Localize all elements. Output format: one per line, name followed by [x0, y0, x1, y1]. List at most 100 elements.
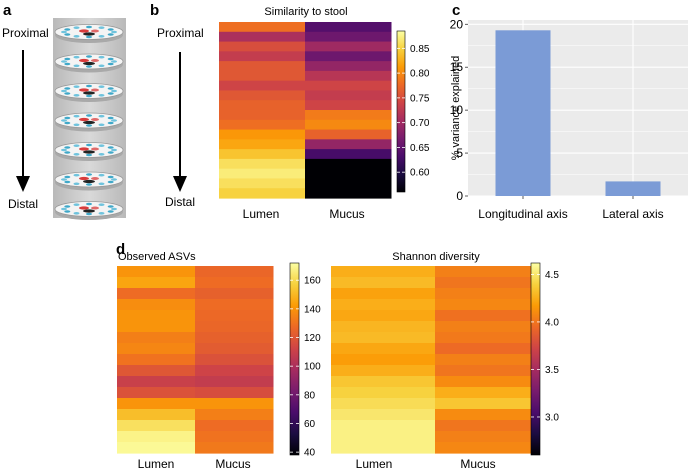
colon-disc-surface	[54, 53, 124, 70]
heatmap-cell	[195, 442, 274, 454]
heatmap-cell	[331, 332, 436, 344]
colon-disc-lumen-red	[91, 118, 99, 121]
panel-b-arrow-head	[173, 176, 187, 192]
heatmap-cell	[305, 139, 392, 150]
heatmap-cell	[117, 321, 196, 333]
colon-disc-lumen-red	[91, 59, 99, 62]
colon-disc-crypt	[98, 212, 105, 215]
y-axis-label: % variance explained	[450, 56, 462, 161]
heatmap-cell	[219, 119, 306, 131]
heatmap-cell	[219, 41, 306, 52]
colorbar-tick-label: 40	[304, 448, 316, 459]
colorbar-ramp	[530, 262, 541, 456]
colon-disc-lumen-red	[91, 206, 99, 210]
heatmap-cell	[435, 321, 540, 333]
heatmap-b-title: Similarity to stool	[264, 6, 347, 18]
colorbar-tick-label: 0.60	[410, 168, 430, 179]
colon-disc-lumen-red	[91, 29, 99, 33]
heatmap-cell	[219, 178, 306, 189]
heatmap-cell	[435, 310, 540, 322]
colon-disc-crypt	[73, 212, 80, 215]
colon-disc-crypt	[61, 30, 67, 34]
colon-disc-lumen-red	[79, 206, 89, 210]
colon-disc-crypt	[98, 114, 105, 118]
colon-disc-crypt	[111, 207, 117, 211]
colon-disc-crypt	[86, 183, 92, 186]
colon-disc-lumen-red	[79, 58, 89, 63]
heatmap-cell	[117, 376, 196, 388]
heatmap-cell	[117, 365, 196, 377]
heatmap-cell	[195, 277, 274, 289]
colon-disc-crypt	[111, 89, 117, 93]
colon-disc-crypt	[98, 64, 105, 68]
heatmap-d1-title: Observed ASVs	[118, 251, 196, 263]
colon-disc-crypt	[73, 182, 80, 186]
heatmap-cell	[331, 442, 436, 454]
heatmap-cell	[195, 266, 274, 278]
colon-disc-crypt	[111, 119, 117, 122]
heatmap-cell	[219, 80, 306, 92]
colorbar-d1: 160 140 120 100 80 60 40	[289, 262, 321, 459]
heatmap-cell	[305, 168, 392, 180]
heatmap-cell	[195, 288, 274, 300]
colon-disc-lumen-dark	[83, 120, 95, 125]
heatmap-cell	[219, 110, 306, 121]
colon-disc	[54, 53, 124, 73]
heatmap-cell	[331, 431, 436, 443]
colon-disc-lumen-dark	[83, 150, 95, 154]
colon-disc-crypt	[73, 173, 80, 177]
heatmap-cell	[117, 442, 196, 454]
heatmap-cell	[435, 299, 540, 311]
colon-disc	[54, 112, 124, 132]
heatmap-cell	[305, 41, 392, 52]
bar-chart-c: 0 5 10 15 20 Longitudinal axis Lateral axis % v…	[450, 17, 688, 221]
colon-disc-crypt	[73, 114, 80, 118]
y-tick-label: 20	[450, 17, 464, 31]
colon-disc-crypt	[86, 25, 92, 29]
heatmap-cell	[117, 299, 196, 311]
colon-disc-crypt	[98, 26, 105, 30]
heatmap-cell	[305, 61, 392, 72]
heatmap-cell	[219, 61, 306, 72]
colon-disc-crypt	[73, 94, 80, 97]
heatmap-cell	[117, 288, 196, 300]
heatmap-cell	[305, 31, 392, 43]
colon-disc-crypt	[107, 28, 114, 31]
heatmap-cell	[305, 100, 392, 111]
heatmap-d1-col-mucus: Mucus	[215, 457, 250, 471]
heatmap-cell	[195, 321, 274, 333]
colon-disc-crypt	[107, 116, 114, 120]
heatmap-cell	[195, 376, 274, 388]
heatmap-cell	[195, 299, 274, 311]
colon-disc-crypt	[73, 123, 80, 127]
colon-disc-lumen-red	[79, 147, 89, 151]
colon-disc-crypt	[86, 143, 92, 147]
colon-disc-crypt	[107, 92, 114, 95]
colon-disc-crypt	[64, 180, 71, 184]
heatmap-cell	[219, 31, 306, 43]
colon-disc-crypt	[86, 173, 92, 176]
heatmap-cell	[195, 354, 274, 366]
heatmap-cell	[435, 354, 540, 366]
colon-disc-crypt	[86, 84, 92, 88]
colon-disc-crypt	[107, 33, 114, 36]
panel-b-proximal-label: Proximal	[157, 26, 204, 40]
heatmap-cell	[331, 420, 436, 432]
heatmap-cell	[435, 420, 540, 432]
colon-disc-crypt	[73, 26, 80, 30]
heatmap-cell	[195, 387, 274, 399]
bar	[495, 30, 551, 196]
x-tick-label: Lateral axis	[602, 207, 663, 221]
heatmap-cell	[219, 139, 306, 150]
colorbar-tick-label: 3.0	[545, 412, 559, 423]
colon-disc-surface	[54, 24, 124, 40]
panel-label-c: c	[452, 2, 460, 19]
colon-disc-crypt	[107, 57, 114, 61]
heatmap-cell	[117, 420, 196, 432]
colorbar-tick-label: 0.70	[410, 118, 430, 129]
colon-disc-lumen-dark	[83, 91, 95, 95]
panel-b-distal-label: Distal	[165, 195, 195, 209]
colon-disc-crypt	[98, 35, 105, 38]
colon-disc-surface	[54, 201, 124, 217]
